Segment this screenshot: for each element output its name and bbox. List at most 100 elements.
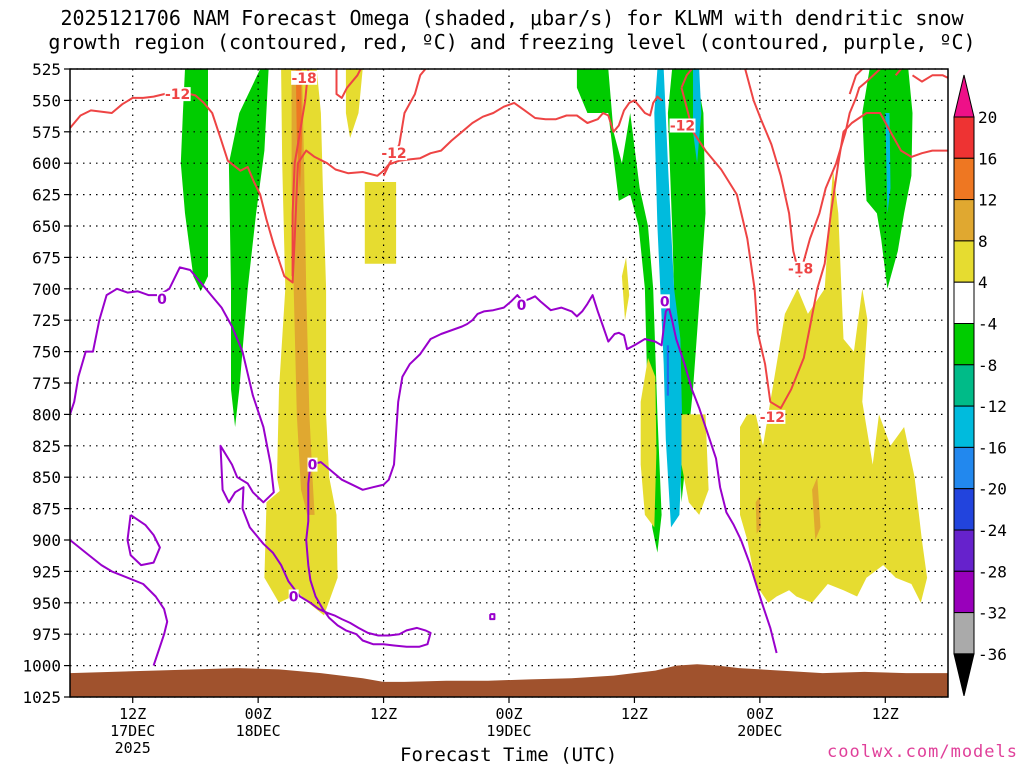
x-tick-label-54-0: 12Z — [621, 705, 648, 723]
red-contour-3 — [335, 69, 362, 99]
y-tick-label-750: 750 — [32, 343, 61, 362]
x-tick-label-30-0: 12Z — [370, 705, 397, 723]
colorbar-cap-bottom — [953, 653, 975, 697]
contour-label-bg-6 — [156, 291, 167, 306]
colorbar-label-2: 12 — [978, 191, 997, 210]
colorbar-bin-11 — [953, 529, 975, 572]
colorbar-label-12: -32 — [978, 604, 1007, 623]
omega-shading — [180, 69, 928, 616]
contour-label-bg-7 — [307, 457, 318, 472]
y-tick-label-625: 625 — [32, 186, 61, 205]
colorbar-label-9: -20 — [978, 480, 1007, 499]
contour-label-5: -12 — [760, 410, 785, 426]
contour-label-bg-0 — [164, 87, 191, 102]
y-tick-label-1000: 1000 — [22, 657, 61, 676]
omega-region-13 — [621, 257, 630, 321]
contour-labels: -12 -18 -12 -12 -18 -12 0 0 0 0 0 — [156, 70, 814, 606]
contour-label-bg-10 — [659, 294, 670, 309]
y-tick-label-825: 825 — [32, 437, 61, 456]
colorbar-bin-4 — [953, 240, 975, 283]
colorbar-label-5: -4 — [978, 315, 997, 334]
contour-label-0: -12 — [165, 87, 190, 103]
y-tick-label-900: 900 — [32, 531, 61, 550]
colorbar-bin-10 — [953, 488, 975, 531]
purple-contour-1 — [70, 539, 169, 666]
y-tick-label-525: 525 — [32, 60, 61, 79]
omega-region-14 — [640, 357, 657, 528]
omega-region-6 — [693, 69, 702, 164]
y-tick-label-775: 775 — [32, 374, 61, 393]
x-tick-label-78-0: 12Z — [872, 705, 899, 723]
red-contour-7 — [848, 69, 864, 95]
freezing-level-contours — [70, 266, 778, 666]
x-tick-label-66-0: 00Z — [746, 705, 773, 723]
purple-contour-3 — [489, 613, 496, 621]
contour-label-8: 0 — [289, 590, 299, 606]
y-tick-label-550: 550 — [32, 91, 61, 110]
colorbar: 20 16 12 8 4 -4 -8 -12 -16 -20 -24 -28 -32 -36 — [953, 74, 1007, 697]
colorbar-label-4: 4 — [978, 273, 988, 292]
omega-region-3 — [667, 69, 706, 503]
red-contour-8 — [894, 69, 902, 76]
y-tick-label-800: 800 — [32, 405, 61, 424]
contour-label-bg-1 — [291, 70, 318, 85]
contour-label-1: -18 — [291, 71, 316, 87]
x-tick-label-66-1: 20DEC — [737, 722, 782, 740]
colorbar-cap-top — [953, 74, 975, 118]
colorbar-bin-3 — [953, 199, 975, 242]
contour-label-3: -12 — [670, 119, 695, 135]
y-tick-label-925: 925 — [32, 562, 61, 581]
terrain-fill — [70, 664, 948, 697]
y-tick-label-575: 575 — [32, 123, 61, 142]
omega-region-0 — [180, 69, 208, 292]
x-tick-label-6-1: 17DEC — [110, 722, 155, 740]
title-line-2: growth region (contoured, red, ºC) and f… — [48, 30, 976, 54]
contour-label-bg-5 — [759, 409, 786, 424]
x-tick-label-18-0: 00Z — [245, 705, 272, 723]
contour-label-bg-9 — [516, 298, 527, 313]
contour-label-7: 0 — [308, 458, 318, 474]
contour-label-6: 0 — [157, 292, 167, 308]
omega-region-10 — [264, 489, 306, 603]
colorbar-label-3: 8 — [978, 232, 988, 251]
omega-region-15 — [681, 414, 709, 515]
colorbar-label-8: -16 — [978, 438, 1007, 457]
colorbar-label-10: -24 — [978, 521, 1007, 540]
omega-region-7 — [885, 113, 891, 214]
contour-label-4: -18 — [788, 262, 813, 278]
x-axis-title: Forecast Time (UTC) — [400, 744, 618, 766]
colorbar-bin-7 — [953, 364, 975, 407]
contour-label-bg-8 — [288, 589, 299, 604]
credit-link[interactable]: coolwx.com/models — [827, 742, 1018, 762]
x-tick-label-6-2: 2025 — [115, 739, 151, 757]
y-tick-label-725: 725 — [32, 311, 61, 330]
colorbar-label-11: -28 — [978, 562, 1007, 581]
omega-region-16 — [740, 169, 928, 603]
colorbar-bin-6 — [953, 323, 975, 366]
y-tick-label-675: 675 — [32, 248, 61, 267]
y-tick-label-850: 850 — [32, 468, 61, 487]
contour-label-9: 0 — [517, 298, 527, 314]
purple-contour-2 — [126, 514, 161, 567]
x-tick-label-42-1: 19DEC — [486, 722, 531, 740]
colorbar-bin-5 — [953, 281, 975, 325]
y-tick-label-875: 875 — [32, 500, 61, 519]
terrain — [70, 664, 948, 697]
colorbar-bin-1 — [953, 116, 975, 159]
colorbar-bin-9 — [953, 446, 975, 490]
title-line-1: 2025121706 NAM Forecast Omega (shaded, μ… — [60, 6, 964, 30]
omega-region-11 — [364, 182, 397, 264]
red-contour-4 — [382, 69, 427, 177]
omega-region-1 — [228, 69, 269, 427]
red-contour-9 — [911, 74, 948, 83]
red-contour-5 — [744, 69, 881, 278]
y-tick-label-700: 700 — [32, 280, 61, 299]
contour-label-2: -12 — [381, 146, 406, 162]
red-contour-2 — [291, 69, 310, 277]
contour-label-10: 0 — [660, 294, 670, 310]
red-contour-1 — [680, 69, 693, 89]
y-tick-label-950: 950 — [32, 594, 61, 613]
axes: 525 550 575 600 625 650 675 700 725 750 775 800 825 8… — [22, 60, 949, 757]
contour-label-bg-2 — [381, 146, 408, 161]
